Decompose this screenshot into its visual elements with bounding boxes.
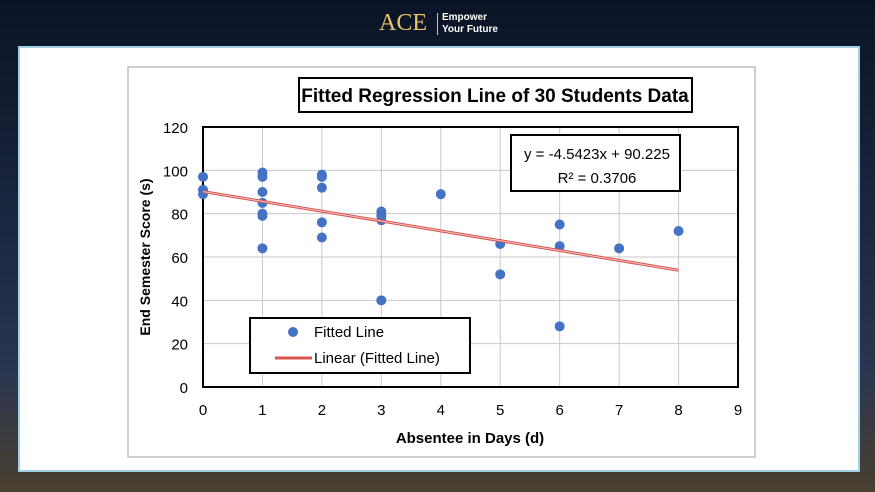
x-tick-label: 8 <box>674 402 682 419</box>
x-tick-label: 4 <box>437 402 445 419</box>
point <box>614 243 625 254</box>
header: ACE Empower Your Future <box>0 0 875 46</box>
tagline-line: Your Future <box>442 24 498 35</box>
y-tick-label: 40 <box>171 293 188 310</box>
x-tick-label: 0 <box>199 402 207 419</box>
point <box>257 187 268 197</box>
legend-swatch <box>288 327 298 337</box>
x-tick-label: 6 <box>555 402 563 419</box>
point <box>198 171 208 182</box>
legend-label: Fitted Line <box>314 324 384 341</box>
tagline: Empower Your Future <box>442 12 498 36</box>
equation-box <box>510 134 681 192</box>
y-tick-label: 100 <box>163 163 188 180</box>
x-tick-label: 2 <box>318 402 326 419</box>
trend-line-inner <box>202 191 679 271</box>
tagline-line: Empower <box>442 12 488 23</box>
point <box>316 171 327 182</box>
point <box>316 232 327 243</box>
x-tick-label: 5 <box>496 402 504 419</box>
legend-label: Linear (Fitted Line) <box>314 350 440 367</box>
point <box>376 295 387 306</box>
y-tick-label: 120 <box>163 120 188 137</box>
x-tick-label: 7 <box>615 402 623 419</box>
chart-title: Fitted Regression Line of 30 Students Da… <box>301 86 689 107</box>
annotation: R² = 0.3706 <box>558 170 637 187</box>
y-tick-label: 0 <box>180 380 188 397</box>
point <box>316 217 327 228</box>
x-axis-label: Absentee in Days (d) <box>396 430 544 447</box>
x-tick-label: 1 <box>258 402 266 419</box>
y-tick-label: 20 <box>171 337 188 354</box>
legend <box>249 317 471 374</box>
point <box>554 321 565 332</box>
point <box>257 210 268 221</box>
point <box>554 219 565 230</box>
point <box>257 243 268 254</box>
y-tick-label: 80 <box>171 207 188 224</box>
y-tick-label: 60 <box>171 250 188 267</box>
title-box <box>298 77 693 113</box>
logo: ACE <box>379 10 427 36</box>
point <box>673 226 684 236</box>
point <box>435 189 446 200</box>
point <box>495 269 506 280</box>
plot-border <box>202 126 739 388</box>
y-axis-label: End Semester Score (s) <box>137 178 153 335</box>
divider <box>437 13 438 35</box>
annotation: y = -4.5423x + 90.225 <box>524 146 670 163</box>
point <box>257 171 268 182</box>
x-tick-label: 3 <box>377 402 385 419</box>
point <box>316 182 327 193</box>
x-tick-label: 9 <box>734 402 742 419</box>
